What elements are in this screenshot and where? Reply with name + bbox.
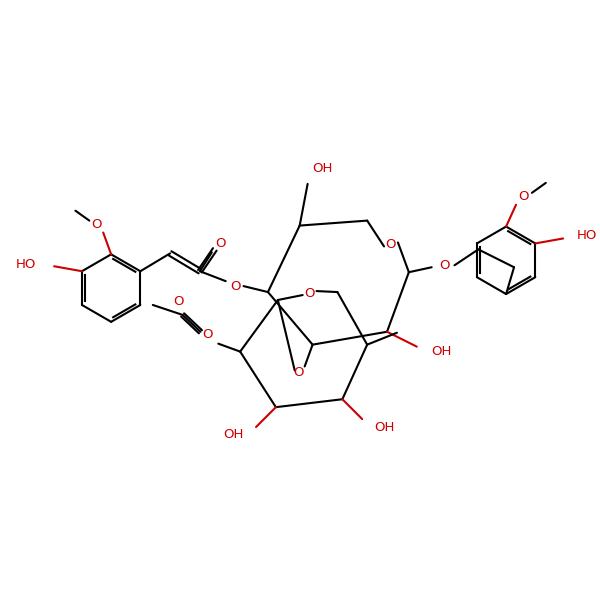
Text: HO: HO bbox=[16, 258, 36, 271]
Text: OH: OH bbox=[313, 161, 333, 175]
Text: O: O bbox=[439, 259, 450, 272]
Text: O: O bbox=[173, 295, 184, 308]
Text: O: O bbox=[293, 366, 304, 379]
Text: OH: OH bbox=[374, 421, 394, 434]
Text: O: O bbox=[230, 280, 241, 293]
Text: O: O bbox=[202, 328, 212, 341]
Text: OH: OH bbox=[431, 345, 452, 358]
Text: O: O bbox=[91, 218, 101, 231]
Text: O: O bbox=[519, 190, 529, 203]
Text: O: O bbox=[215, 237, 226, 250]
Text: O: O bbox=[304, 287, 315, 299]
Text: HO: HO bbox=[577, 229, 598, 242]
Text: O: O bbox=[386, 238, 396, 251]
Text: OH: OH bbox=[224, 428, 244, 442]
